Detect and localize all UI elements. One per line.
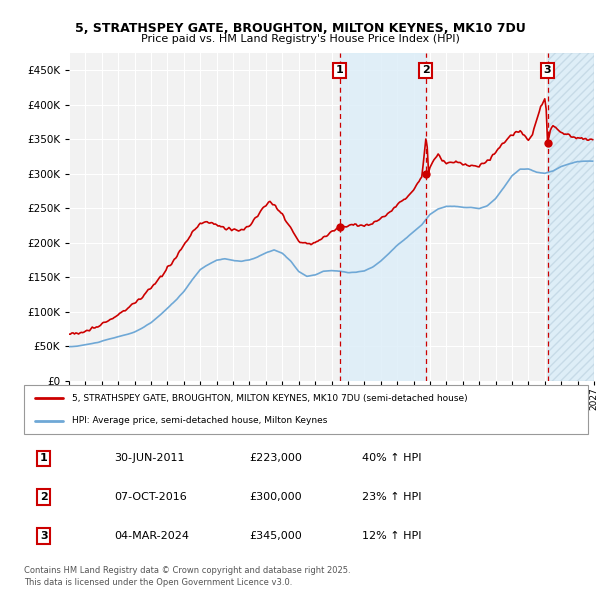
Text: £223,000: £223,000 [250, 453, 302, 463]
Text: 1: 1 [40, 453, 47, 463]
Text: 3: 3 [40, 531, 47, 541]
Text: 5, STRATHSPEY GATE, BROUGHTON, MILTON KEYNES, MK10 7DU: 5, STRATHSPEY GATE, BROUGHTON, MILTON KE… [74, 22, 526, 35]
Bar [548, 53, 594, 381]
Text: Price paid vs. HM Land Registry's House Price Index (HPI): Price paid vs. HM Land Registry's House … [140, 34, 460, 44]
Text: 2: 2 [40, 492, 47, 502]
Bar [340, 53, 426, 381]
Text: HPI: Average price, semi-detached house, Milton Keynes: HPI: Average price, semi-detached house,… [72, 416, 328, 425]
Text: 30-JUN-2011: 30-JUN-2011 [114, 453, 185, 463]
Bar [548, 53, 594, 381]
Text: £300,000: £300,000 [250, 492, 302, 502]
Text: 12% ↑ HPI: 12% ↑ HPI [362, 531, 422, 541]
Text: 1: 1 [336, 65, 344, 76]
Text: £345,000: £345,000 [250, 531, 302, 541]
Text: 04-MAR-2024: 04-MAR-2024 [114, 531, 189, 541]
Text: 3: 3 [544, 65, 551, 76]
Text: 5, STRATHSPEY GATE, BROUGHTON, MILTON KEYNES, MK10 7DU (semi-detached house): 5, STRATHSPEY GATE, BROUGHTON, MILTON KE… [72, 394, 467, 403]
Text: Contains HM Land Registry data © Crown copyright and database right 2025.
This d: Contains HM Land Registry data © Crown c… [24, 566, 350, 587]
Text: 23% ↑ HPI: 23% ↑ HPI [362, 492, 422, 502]
Text: 2: 2 [422, 65, 430, 76]
Text: 07-OCT-2016: 07-OCT-2016 [114, 492, 187, 502]
Text: 40% ↑ HPI: 40% ↑ HPI [362, 453, 422, 463]
